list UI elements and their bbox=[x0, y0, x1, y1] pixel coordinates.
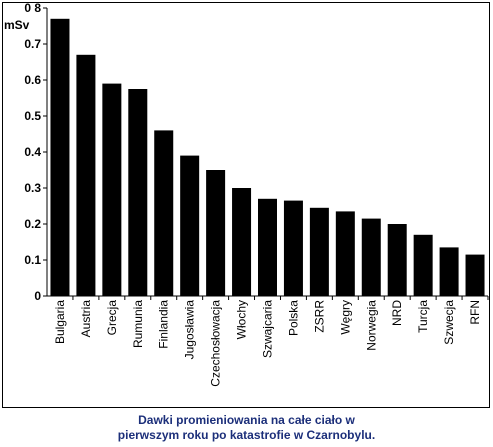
bar bbox=[258, 198, 277, 296]
bar bbox=[154, 130, 174, 296]
x-category-label: Norwegia bbox=[364, 300, 378, 351]
bar bbox=[361, 218, 381, 296]
x-category-label: Czechosłowacja bbox=[209, 300, 223, 387]
y-axis-label: mSv bbox=[4, 18, 30, 32]
y-tick-label: 0 8 bbox=[24, 1, 41, 15]
chart-caption: Dawki promieniowania na całe ciało w pie… bbox=[0, 413, 493, 443]
x-category-label: Rumunia bbox=[131, 300, 145, 348]
x-category-label: ZSRR bbox=[312, 300, 326, 333]
x-category-label: Węgry bbox=[338, 300, 352, 335]
x-category-label: Włochy bbox=[235, 300, 249, 339]
bar bbox=[76, 54, 96, 296]
bar bbox=[413, 234, 433, 296]
y-tick-label: 0.2 bbox=[24, 217, 41, 231]
bar bbox=[387, 224, 407, 296]
y-tick-label: 0.7 bbox=[24, 37, 41, 51]
y-tick-label: 0.1 bbox=[24, 253, 41, 267]
bar bbox=[335, 211, 355, 296]
bar-chart: 0 0.1 0.2 0.3 0.4 0.5 0.6 0.7 0 8 Bulgaria Austria… bbox=[4, 1, 489, 387]
x-category-label: Grecja bbox=[105, 300, 119, 336]
x-category-label: Turcja bbox=[416, 300, 430, 333]
bar bbox=[309, 207, 329, 296]
x-category-label: Finlandia bbox=[157, 300, 171, 349]
x-category-label: Austria bbox=[79, 300, 93, 338]
bar bbox=[232, 188, 252, 296]
x-category-label: RFN bbox=[468, 300, 482, 325]
x-category-label: NRD bbox=[390, 300, 404, 326]
x-category-label: Jugosławia bbox=[183, 300, 197, 360]
bar bbox=[439, 247, 459, 296]
x-category-label: Szwecja bbox=[442, 300, 456, 345]
caption-line-1: Dawki promieniowania na całe ciało w bbox=[138, 413, 355, 427]
bar bbox=[102, 83, 122, 296]
bar bbox=[206, 170, 226, 296]
y-tick-label: 0.4 bbox=[24, 145, 41, 159]
x-category-label: Polska bbox=[286, 300, 300, 336]
x-category-label: Szwajcaria bbox=[261, 300, 275, 358]
y-tick-label: 0.5 bbox=[24, 109, 41, 123]
caption-line-2: pierwszym roku po katastrofie w Czarnoby… bbox=[117, 428, 376, 442]
bar bbox=[50, 18, 70, 297]
y-tick-label: 0 bbox=[34, 289, 41, 303]
y-tick-label: 0.6 bbox=[24, 73, 41, 87]
bar bbox=[180, 155, 200, 296]
y-tick-label: 0.3 bbox=[24, 181, 41, 195]
bar bbox=[128, 89, 148, 296]
bar bbox=[283, 200, 303, 296]
x-category-label: Bulgaria bbox=[53, 300, 67, 344]
bar bbox=[465, 254, 485, 296]
